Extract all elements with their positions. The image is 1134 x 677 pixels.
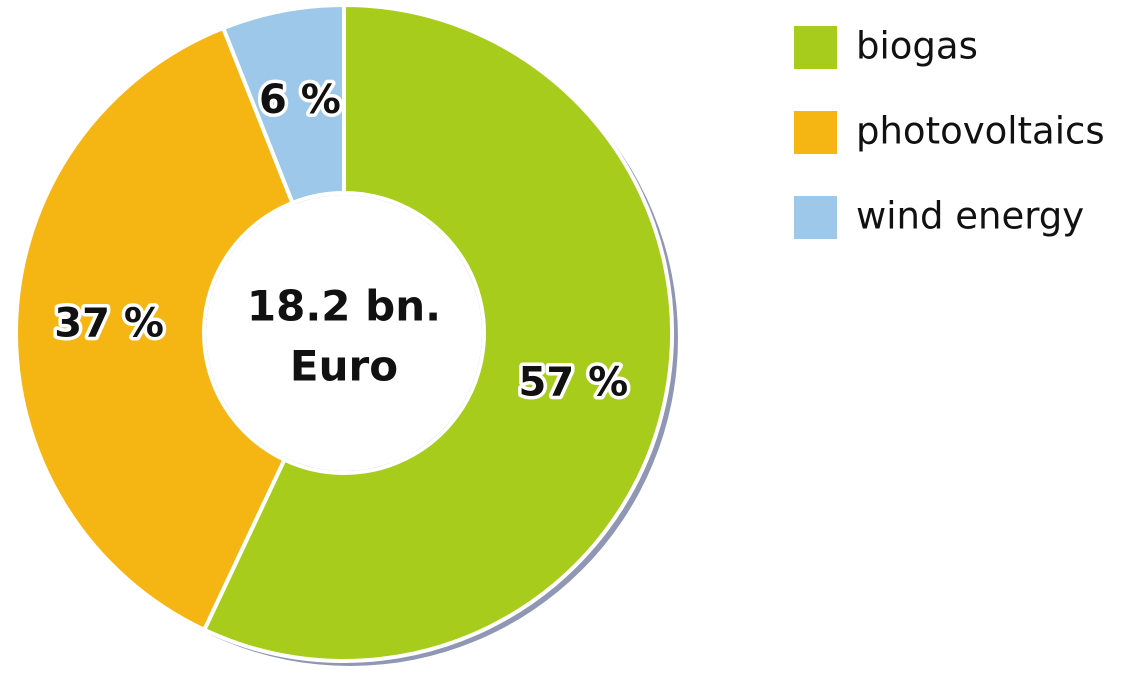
value-label: 57 % <box>519 359 629 405</box>
legend-label: biogas <box>856 25 978 68</box>
legend-swatch <box>792 194 839 241</box>
center-label: 18.2 bn. <box>247 282 441 331</box>
donut-slice <box>220 2 346 206</box>
legend-swatch <box>792 24 839 71</box>
legend-label: wind energy <box>856 195 1084 238</box>
value-label: 37 % <box>54 301 164 347</box>
donut-slice <box>14 25 296 633</box>
donut-slice <box>201 2 674 663</box>
legend-label: photovoltaics <box>856 110 1105 153</box>
center-label: Euro <box>290 342 398 391</box>
legend-swatch <box>792 109 839 156</box>
value-label: 6 % <box>259 77 341 123</box>
donut-hole <box>206 195 482 471</box>
